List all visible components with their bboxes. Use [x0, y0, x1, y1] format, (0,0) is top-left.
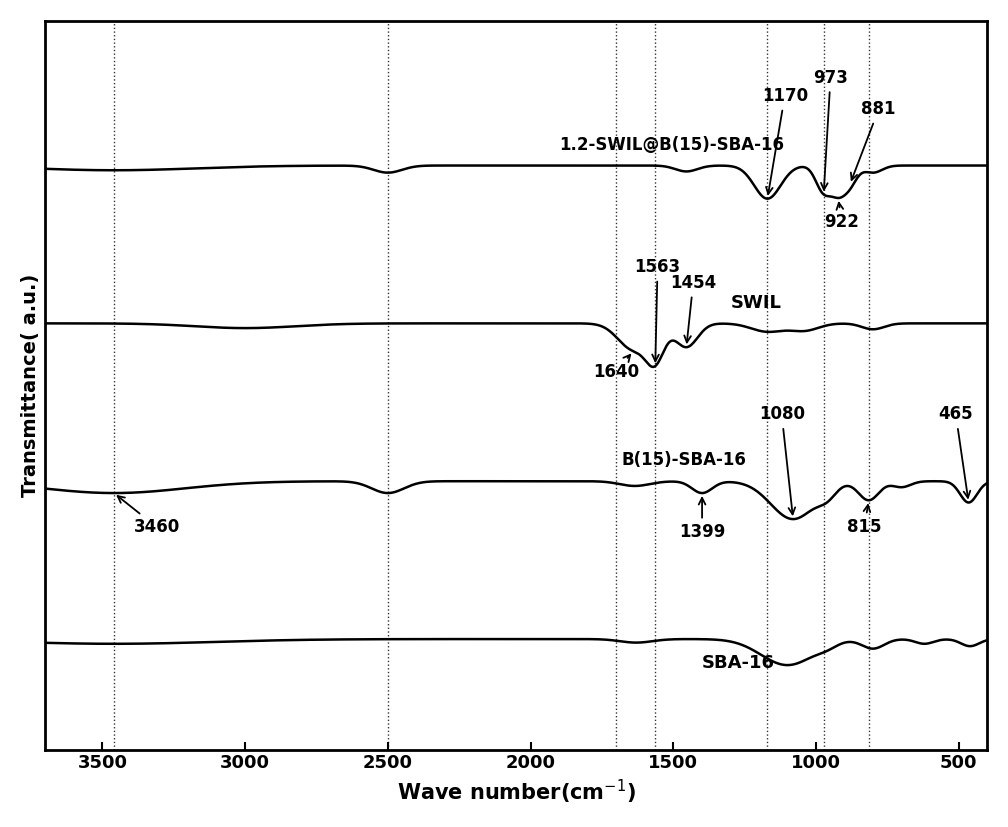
- Text: SWIL: SWIL: [731, 294, 781, 312]
- X-axis label: Wave number(cm$^{-1}$): Wave number(cm$^{-1}$): [397, 778, 636, 806]
- Text: 922: 922: [825, 203, 859, 231]
- Text: 1399: 1399: [678, 498, 725, 542]
- Text: 1170: 1170: [762, 87, 807, 194]
- Text: 3460: 3460: [118, 496, 179, 536]
- Text: 1454: 1454: [670, 274, 717, 342]
- Text: B(15)-SBA-16: B(15)-SBA-16: [622, 452, 747, 470]
- Text: 1.2-SWIL@B(15)-SBA-16: 1.2-SWIL@B(15)-SBA-16: [559, 136, 784, 154]
- Text: 973: 973: [813, 69, 848, 189]
- Y-axis label: Transmittance( a.u.): Transmittance( a.u.): [21, 274, 40, 497]
- Text: 1563: 1563: [634, 258, 680, 361]
- Text: 465: 465: [938, 405, 973, 498]
- Text: 1640: 1640: [593, 355, 639, 380]
- Text: 1080: 1080: [759, 405, 804, 514]
- Text: 881: 881: [851, 100, 896, 180]
- Text: 815: 815: [847, 505, 882, 536]
- Text: SBA-16: SBA-16: [702, 654, 775, 672]
